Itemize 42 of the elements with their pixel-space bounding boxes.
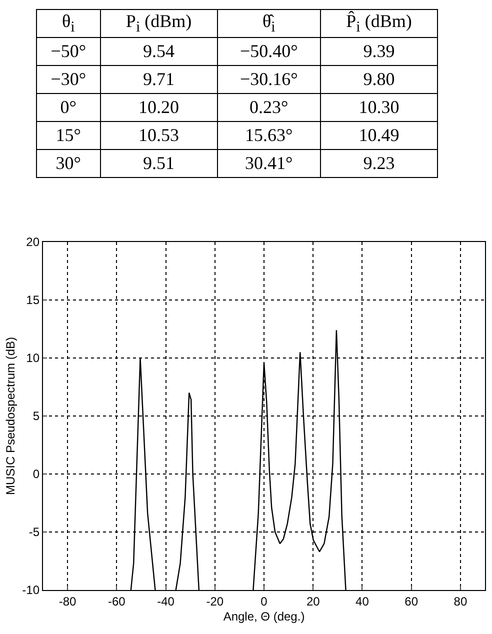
category-label: P̂$_{i}$ (dBm) [320,10,438,38]
y-tick-label: 10 [26,351,40,366]
x-tick-label: -40 [157,594,175,608]
x-tick-label: 40 [356,594,370,608]
y-tick-label: -10 [22,583,40,598]
text: −50.40° [240,41,298,61]
text: −30.16° [240,69,298,89]
text: 9.39 [363,41,395,61]
text: 9.71 [143,69,175,89]
category-label: θ̂$_{i}$ [217,10,320,38]
y-tick-label: 15 [26,293,40,308]
text: 30° [56,153,81,173]
y-tick-label: 20 [26,235,40,250]
category-label: θ$_{i}$ [36,10,100,38]
x-tick-label: 20 [306,594,320,608]
text: −50° [50,41,86,61]
x-tick-label: 80 [454,594,468,608]
text: −30° [50,69,86,89]
x-tick-label: -20 [206,594,224,608]
text: 9.80 [363,69,395,89]
y-axis-title: MUSIC Pseudospectrum (dB) [3,336,18,496]
text: 9.51 [143,153,175,173]
text: 10.30 [358,97,400,117]
text: 9.23 [363,153,395,173]
category-label: P$_{i}$ (dBm) [100,10,218,38]
x-tick-label: 60 [404,594,418,608]
y-tick-label: -5 [28,525,40,540]
y-tick-label: 0 [32,467,40,482]
text: 10.20 [138,97,180,117]
x-tick-label: 0 [260,594,268,608]
text: 30.41° [245,153,293,173]
text: 10.53 [138,125,180,145]
text: 15° [56,125,81,145]
y-tick-label: 5 [32,409,40,424]
text: 10.49 [358,125,400,145]
x-tick-label: -60 [108,594,126,608]
text: 9.54 [143,41,175,61]
text: 0.23° [250,97,288,117]
x-tick-label: -80 [58,594,77,608]
text: 15.63° [245,125,293,145]
text: 0° [60,97,76,117]
x-axis-title: Angle, Θ (deg.) [223,609,305,624]
